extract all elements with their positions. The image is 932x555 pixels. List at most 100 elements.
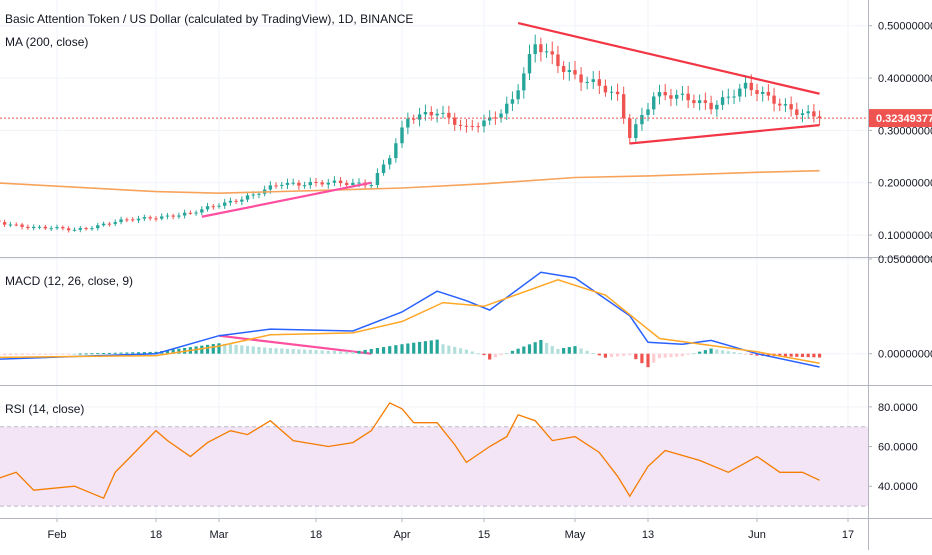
candle-body <box>274 185 277 186</box>
candle <box>189 210 192 214</box>
candle-body <box>15 225 18 226</box>
candle-body <box>592 79 595 82</box>
macd-histogram-bar <box>137 352 140 353</box>
macd-histogram-bar <box>96 353 99 354</box>
price-axis-label-1: 0.40000000 <box>878 73 932 85</box>
candle <box>441 106 444 118</box>
candle <box>562 61 565 80</box>
candle <box>194 210 197 215</box>
macd-legend-label: MACD (12, 26, close, 9) <box>5 274 133 288</box>
candle-body <box>114 222 117 224</box>
candle <box>658 85 661 105</box>
candle <box>171 214 174 219</box>
price-scale[interactable]: 0.500000000.400000000.300000000.20000000… <box>868 21 932 494</box>
candle-body <box>148 217 151 218</box>
candle <box>166 213 169 219</box>
ma-legend-label: MA (200, close) <box>5 35 88 49</box>
candle-body <box>345 183 348 185</box>
candle-body <box>476 126 479 127</box>
candle-body <box>585 82 588 83</box>
trendlines[interactable] <box>202 23 820 354</box>
price-axis-label-2: 0.30000000 <box>878 125 932 137</box>
macd-histogram-bar <box>604 354 607 358</box>
candle-body <box>119 219 122 222</box>
candle-body <box>102 224 105 226</box>
time-axis-label-8: Jun <box>748 529 766 541</box>
candle <box>125 217 128 222</box>
macd-histogram-bar <box>568 347 571 354</box>
candle <box>738 84 741 102</box>
candle-body <box>669 95 672 98</box>
macd-histogram-bar <box>50 354 53 355</box>
candle-body <box>314 182 317 183</box>
candle-body <box>96 225 99 228</box>
macd-histogram-bar <box>610 354 613 357</box>
candle <box>418 108 421 127</box>
macd-histogram-bar <box>634 354 637 359</box>
macd-histogram-bar <box>592 353 595 354</box>
candle-body <box>812 111 815 116</box>
candle <box>406 113 409 135</box>
macd-histogram-bar <box>321 350 324 353</box>
macd-histogram-bar <box>488 354 491 360</box>
macd-histogram-bar <box>314 350 317 354</box>
rsi-axis-label-2: 40.0000 <box>878 481 918 493</box>
candle-body <box>652 96 655 109</box>
candle-body <box>727 97 730 98</box>
candle <box>229 198 232 206</box>
macd-histogram-bar <box>721 350 724 353</box>
macd-histogram-bar <box>131 352 134 353</box>
macd-histogram-bar <box>44 354 47 355</box>
candle-body <box>61 227 64 228</box>
candle-body <box>194 212 197 213</box>
macd-histogram-bar <box>79 354 82 355</box>
macd-histogram-bar <box>477 353 480 354</box>
candle-body <box>67 228 70 230</box>
macd-histogram-bar <box>511 351 514 354</box>
candle <box>681 86 684 101</box>
macd-axis-label-1: 0.00000000 <box>878 349 932 361</box>
time-axis-label-5: 15 <box>478 529 490 541</box>
candle-body <box>212 206 215 207</box>
macd-histogram-bar <box>297 349 300 353</box>
candle <box>505 97 508 120</box>
candle-body <box>610 92 613 93</box>
candle-body <box>206 206 209 209</box>
macd-histogram-bar <box>664 354 667 358</box>
time-axis-label-1: 18 <box>150 529 162 541</box>
macd-histogram-bar <box>400 344 403 353</box>
candle-body <box>622 94 625 118</box>
macd-histogram-bar <box>73 354 76 355</box>
candle <box>539 38 542 62</box>
candle <box>291 179 294 186</box>
candle-body <box>598 79 601 86</box>
candle <box>108 222 111 227</box>
candle <box>616 84 619 101</box>
candle-body <box>767 92 770 96</box>
candle-body <box>471 126 474 127</box>
candle-body <box>160 216 163 218</box>
candle-body <box>795 109 798 115</box>
candle <box>102 222 105 227</box>
macd-histogram-bar <box>235 345 238 354</box>
candle-body <box>297 183 300 186</box>
macd-histogram-bar <box>376 348 379 354</box>
candle <box>212 204 215 210</box>
macd-histogram-bar <box>795 354 798 357</box>
candle-body <box>90 228 93 229</box>
signal-line <box>0 280 820 363</box>
candle <box>772 88 775 111</box>
candle <box>634 119 637 142</box>
macd-histogram-bar <box>598 354 601 356</box>
candle <box>511 91 514 110</box>
macd-histogram-bar <box>652 354 655 363</box>
candle <box>154 216 157 222</box>
macd-histogram-bar <box>732 352 735 354</box>
candle <box>79 226 82 232</box>
candle-body <box>9 225 12 226</box>
macd-histogram-bar <box>453 347 456 354</box>
candle-body <box>675 95 678 99</box>
